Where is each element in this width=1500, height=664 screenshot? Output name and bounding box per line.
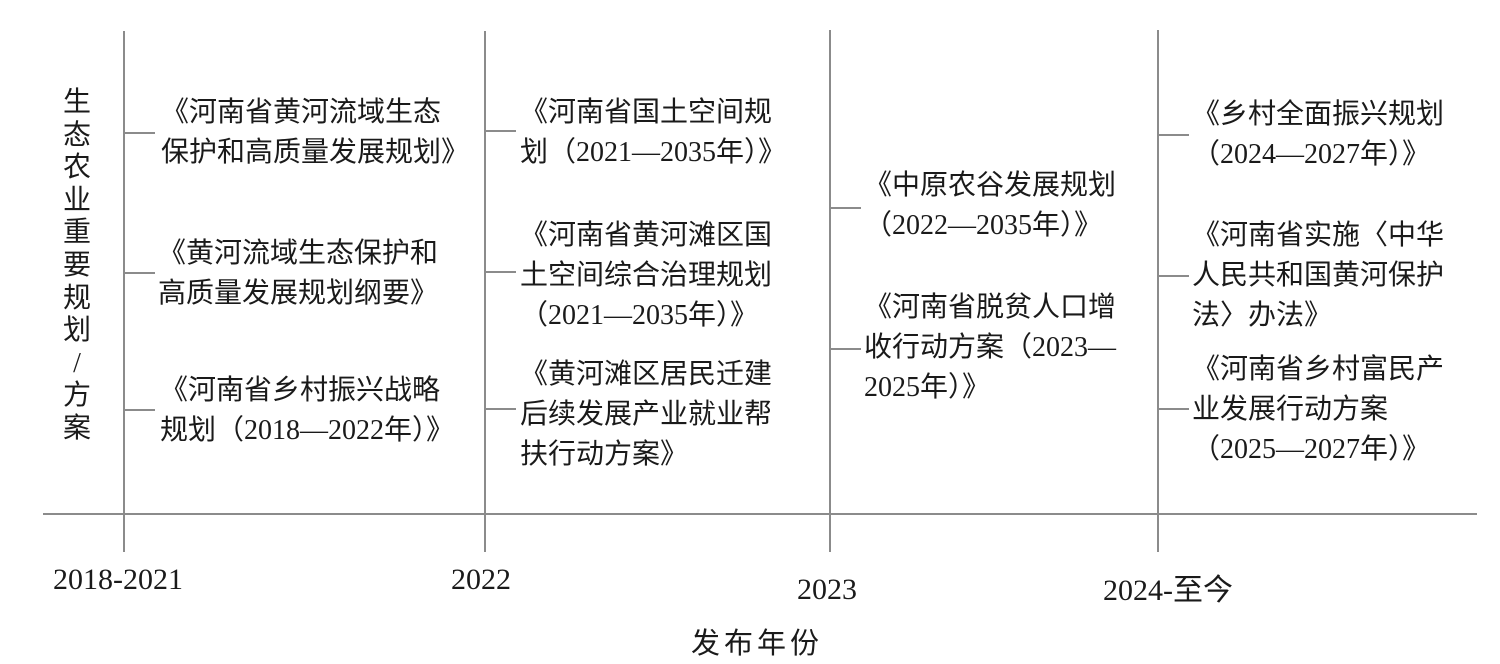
item-tick: [829, 207, 861, 209]
vertical-line-col1: [123, 31, 125, 552]
y-axis-label-char: 要: [62, 249, 91, 281]
title-line: 高质量发展规划纲要》: [158, 278, 439, 309]
title-line: 业发展行动方案: [1192, 394, 1389, 425]
item-tick: [829, 348, 861, 350]
title-line: 《黄河流域生态保护和: [158, 238, 439, 269]
title-line: 《黄河滩区居民迁建: [520, 359, 773, 390]
item-tick: [123, 272, 155, 274]
document-title: 《黄河滩区居民迁建 后续发展产业就业帮 扶行动方案》: [520, 355, 772, 475]
title-line: 2025年）》: [864, 372, 991, 403]
title-line: 后续发展产业就业帮: [520, 399, 773, 430]
x-tick-label-2023: 2023: [797, 573, 857, 606]
x-tick-label-2022: 2022: [451, 563, 511, 596]
x-axis-line: [43, 513, 1477, 515]
title-line: 法〉办法》: [1192, 300, 1333, 331]
title-line: （2024—2027年）》: [1192, 139, 1431, 170]
title-line: 《中原农谷发展规划: [864, 170, 1117, 201]
title-line: 《河南省乡村富民产: [1192, 354, 1445, 385]
y-axis-label-char: /: [73, 347, 81, 379]
item-tick: [484, 130, 516, 132]
vertical-line-col3: [829, 30, 831, 552]
y-axis-label-char: 规: [62, 282, 91, 314]
title-line: 《乡村全面振兴规划: [1192, 99, 1445, 130]
x-axis-title: 发布年份: [690, 628, 824, 660]
y-axis-label-char: 方: [62, 380, 91, 412]
title-line: （2021—2035年）》: [520, 300, 759, 331]
title-line: 《河南省实施〈中华: [1192, 220, 1445, 251]
title-line: 《河南省黄河流域生态: [161, 97, 442, 128]
document-title: 《黄河流域生态保护和 高质量发展规划纲要》: [158, 234, 438, 314]
title-line: 土空间综合治理规划: [520, 260, 773, 291]
document-title: 《河南省黄河流域生态 保护和高质量发展规划》: [161, 93, 469, 173]
title-line: （2025—2027年）》: [1192, 434, 1431, 465]
item-tick: [1157, 408, 1189, 410]
title-line: 《河南省黄河滩区国: [520, 220, 773, 251]
item-tick: [1157, 275, 1189, 277]
x-tick-label-2018-2021: 2018-2021: [53, 563, 183, 596]
y-axis-label-char: 业: [62, 184, 91, 216]
document-title: 《中原农谷发展规划 （2022—2035年）》: [864, 166, 1116, 246]
title-line: （2022—2035年）》: [864, 210, 1103, 241]
item-tick: [1157, 134, 1189, 136]
item-tick: [484, 408, 516, 410]
title-line: 划（2021—2035年）》: [520, 137, 787, 168]
y-axis-label-char: 划: [62, 315, 91, 347]
vertical-line-col2: [484, 31, 486, 552]
title-line: 保护和高质量发展规划》: [161, 137, 470, 168]
x-tick-label-2024-now: 2024-至今: [1103, 574, 1233, 607]
document-title: 《河南省脱贫人口增 收行动方案（2023— 2025年）》: [864, 288, 1116, 408]
y-axis-label-char: 重: [62, 217, 91, 249]
y-axis-label: 生 态 农 业 重 要 规 划 / 方 案: [62, 87, 92, 446]
document-title: 《河南省乡村富民产 业发展行动方案 （2025—2027年）》: [1192, 350, 1444, 470]
title-line: 收行动方案（2023—: [864, 332, 1117, 363]
y-axis-label-char: 农: [62, 152, 91, 184]
vertical-line-col4: [1157, 30, 1159, 552]
document-title: 《河南省乡村振兴战略 规划（2018—2022年）》: [160, 371, 454, 451]
title-line: 人民共和国黄河保护: [1192, 260, 1445, 291]
item-tick: [123, 132, 155, 134]
document-title: 《河南省国土空间规 划（2021—2035年）》: [520, 93, 786, 173]
document-title: 《河南省实施〈中华 人民共和国黄河保护 法〉办法》: [1192, 216, 1444, 336]
title-line: 规划（2018—2022年）》: [160, 415, 455, 446]
y-axis-label-char: 生: [62, 87, 91, 118]
y-axis-label-char: 案: [62, 412, 91, 444]
title-line: 扶行动方案》: [520, 439, 689, 470]
title-line: 《河南省国土空间规: [520, 97, 773, 128]
title-line: 《河南省脱贫人口增: [864, 292, 1117, 323]
item-tick: [123, 409, 155, 411]
document-title: 《乡村全面振兴规划 （2024—2027年）》: [1192, 95, 1444, 175]
item-tick: [484, 271, 516, 273]
title-line: 《河南省乡村振兴战略: [160, 375, 441, 406]
y-axis-label-char: 态: [62, 119, 91, 151]
document-title: 《河南省黄河滩区国 土空间综合治理规划 （2021—2035年）》: [520, 216, 772, 336]
